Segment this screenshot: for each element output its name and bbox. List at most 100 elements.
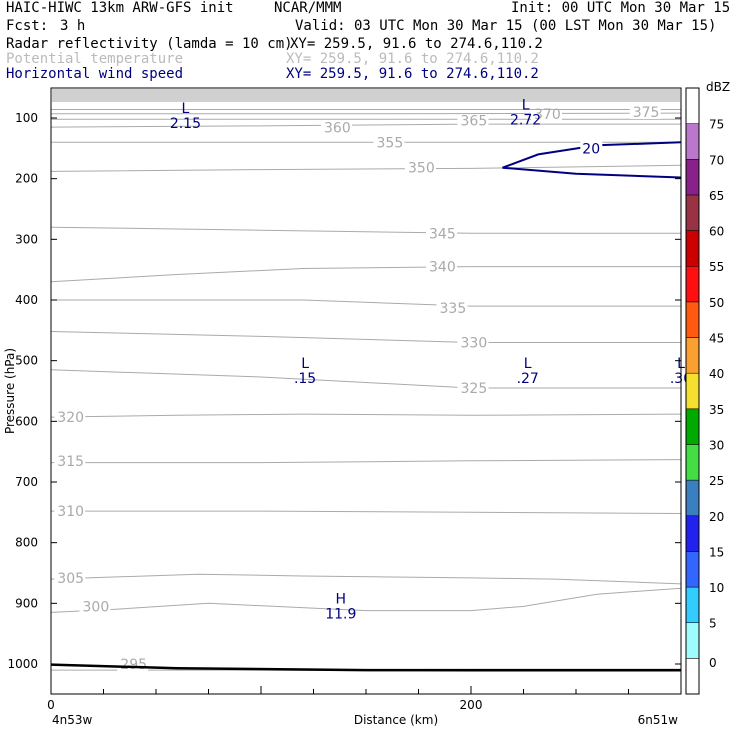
- field-reflectivity-xy: XY= 259.5, 91.6 to 274.6,110.2: [290, 36, 543, 52]
- colorbar-label: 30: [709, 438, 724, 452]
- theta-label-bg: [321, 119, 352, 135]
- high-value: 11.9: [325, 606, 356, 622]
- colorbar-label: 70: [709, 153, 724, 167]
- theta-label-bg: [426, 258, 457, 274]
- theta-label-bg: [629, 103, 661, 119]
- field-theta-xy: XY= 259.5, 91.6 to 274.6,110.2: [286, 51, 539, 67]
- theta-contour-315: [51, 459, 682, 464]
- theta-label-bg: [54, 503, 86, 519]
- y-tick-label: 200: [15, 172, 38, 186]
- colorbar-label: 5: [709, 617, 717, 631]
- theta-contour-370: [51, 112, 682, 115]
- theta-label-325: 325: [461, 381, 488, 397]
- colorbar-bin: [685, 515, 700, 552]
- colorbar-label: 0: [709, 656, 717, 670]
- colorbar-unit: dBZ: [706, 80, 730, 94]
- y-tick-label: 100: [15, 111, 38, 125]
- theta-label-bg: [373, 134, 405, 150]
- terrain-top-band: [52, 89, 680, 102]
- wind-contours: 20: [502, 140, 682, 179]
- colorbar-bin: [685, 194, 700, 231]
- colorbar-label: 55: [709, 260, 724, 274]
- theta-label-370: 370: [534, 107, 561, 123]
- colorbar-bin: [685, 586, 700, 623]
- theta-label-360: 360: [324, 121, 351, 137]
- forecast-hours: 3 h: [60, 18, 86, 34]
- colorbar-label: 60: [709, 225, 724, 239]
- low-marker: L: [301, 356, 309, 372]
- colorbar-bin: [685, 301, 700, 338]
- colorbar-bin: [685, 372, 700, 410]
- x-tick-label: 0: [47, 698, 55, 712]
- low-marker: L: [524, 356, 532, 372]
- colorbar: dBZ 0 5 10 15 20 25 30 35 40 45 50 55 60 65 70 75: [685, 80, 730, 695]
- theta-contour-310: [51, 510, 682, 514]
- valid-time: Valid: 03 UTC Mon 30 Mar 15 (00 LST Mon …: [295, 18, 717, 34]
- theta-contour-325: [50, 369, 681, 389]
- colorbar-bin: [685, 230, 700, 267]
- colorbar-label: 10: [709, 581, 724, 595]
- y-tick-label: 1000: [7, 657, 38, 671]
- theta-label-bg: [457, 379, 489, 395]
- colorbar-bin: [685, 337, 700, 374]
- theta-label-bg: [457, 334, 489, 350]
- theta-contour-345: [50, 226, 681, 234]
- forecast-label: Fcst:: [6, 18, 49, 34]
- colorbar-label: 15: [709, 545, 724, 559]
- init-time: Init: 00 UTC Mon 30 Mar 15: [511, 0, 731, 16]
- colorbar-label: 50: [709, 296, 724, 310]
- colorbar-bin: [685, 159, 700, 196]
- colorbar-frame: [685, 87, 700, 695]
- theta-label-bg: [457, 112, 489, 128]
- plot-area: [51, 88, 681, 694]
- theta-label-315: 315: [57, 454, 84, 470]
- y-tick-label: 800: [15, 536, 38, 550]
- field-wind-label: Horizontal wind speed: [6, 66, 184, 82]
- theta-label-365: 365: [461, 113, 488, 129]
- theta-contour-350: [50, 164, 682, 172]
- y-tick-label: 400: [15, 293, 38, 307]
- theta-label-340: 340: [429, 260, 456, 276]
- theta-label-320: 320: [57, 410, 84, 426]
- colorbar-label: 75: [709, 118, 724, 132]
- colorbar-label: 35: [709, 403, 724, 417]
- model-title: HAIC-HIWC 13km ARW-GFS init: [6, 0, 234, 16]
- colorbar-bin: [685, 408, 700, 445]
- low-marker: L: [181, 101, 189, 117]
- colorbar-bin: [685, 479, 700, 517]
- y-tick-label: 900: [15, 596, 38, 610]
- x-left-endpoint: 4n53w: [52, 713, 93, 727]
- y-axis: 100 200 300 400 500 600 700 800 900 1000 Pressure …: [3, 111, 681, 671]
- colorbar-label: 45: [709, 332, 724, 346]
- x-axis: 0 200 Distance (km) 4n53w 6n51w: [47, 686, 682, 727]
- theta-label-295: 295: [120, 657, 147, 673]
- theta-contour-340: [50, 266, 681, 283]
- theta-contour-305: [50, 573, 682, 585]
- field-theta-label: Potential temperature: [6, 51, 184, 67]
- theta-contour-360: [50, 123, 681, 128]
- theta-contour-320: [50, 413, 682, 418]
- terrain-line: [50, 663, 681, 672]
- theta-label-375: 375: [633, 105, 660, 121]
- wind-label-20: 20: [582, 141, 600, 157]
- colorbar-bin: [685, 622, 700, 659]
- wind-label-bg: [580, 140, 603, 156]
- low-marker: L: [522, 98, 530, 114]
- theta-label-330: 330: [461, 335, 488, 351]
- theta-label-bg: [54, 452, 86, 468]
- low-value: .27: [517, 371, 539, 387]
- x-axis-title: Distance (km): [354, 713, 438, 727]
- theta-contour-335: [51, 299, 681, 307]
- theta-label-350: 350: [408, 161, 435, 177]
- theta-label-310: 310: [57, 504, 84, 520]
- top-shade: [52, 89, 680, 102]
- y-tick-label: 500: [15, 354, 38, 368]
- theta-label-305: 305: [57, 571, 84, 587]
- theta-label-bg: [54, 569, 86, 585]
- colorbar-bin: [685, 551, 700, 588]
- theta-label-bg: [436, 299, 468, 315]
- colorbar-bin: [685, 265, 700, 303]
- low-value: 2.72: [510, 113, 541, 129]
- colorbar-label: 25: [709, 474, 724, 488]
